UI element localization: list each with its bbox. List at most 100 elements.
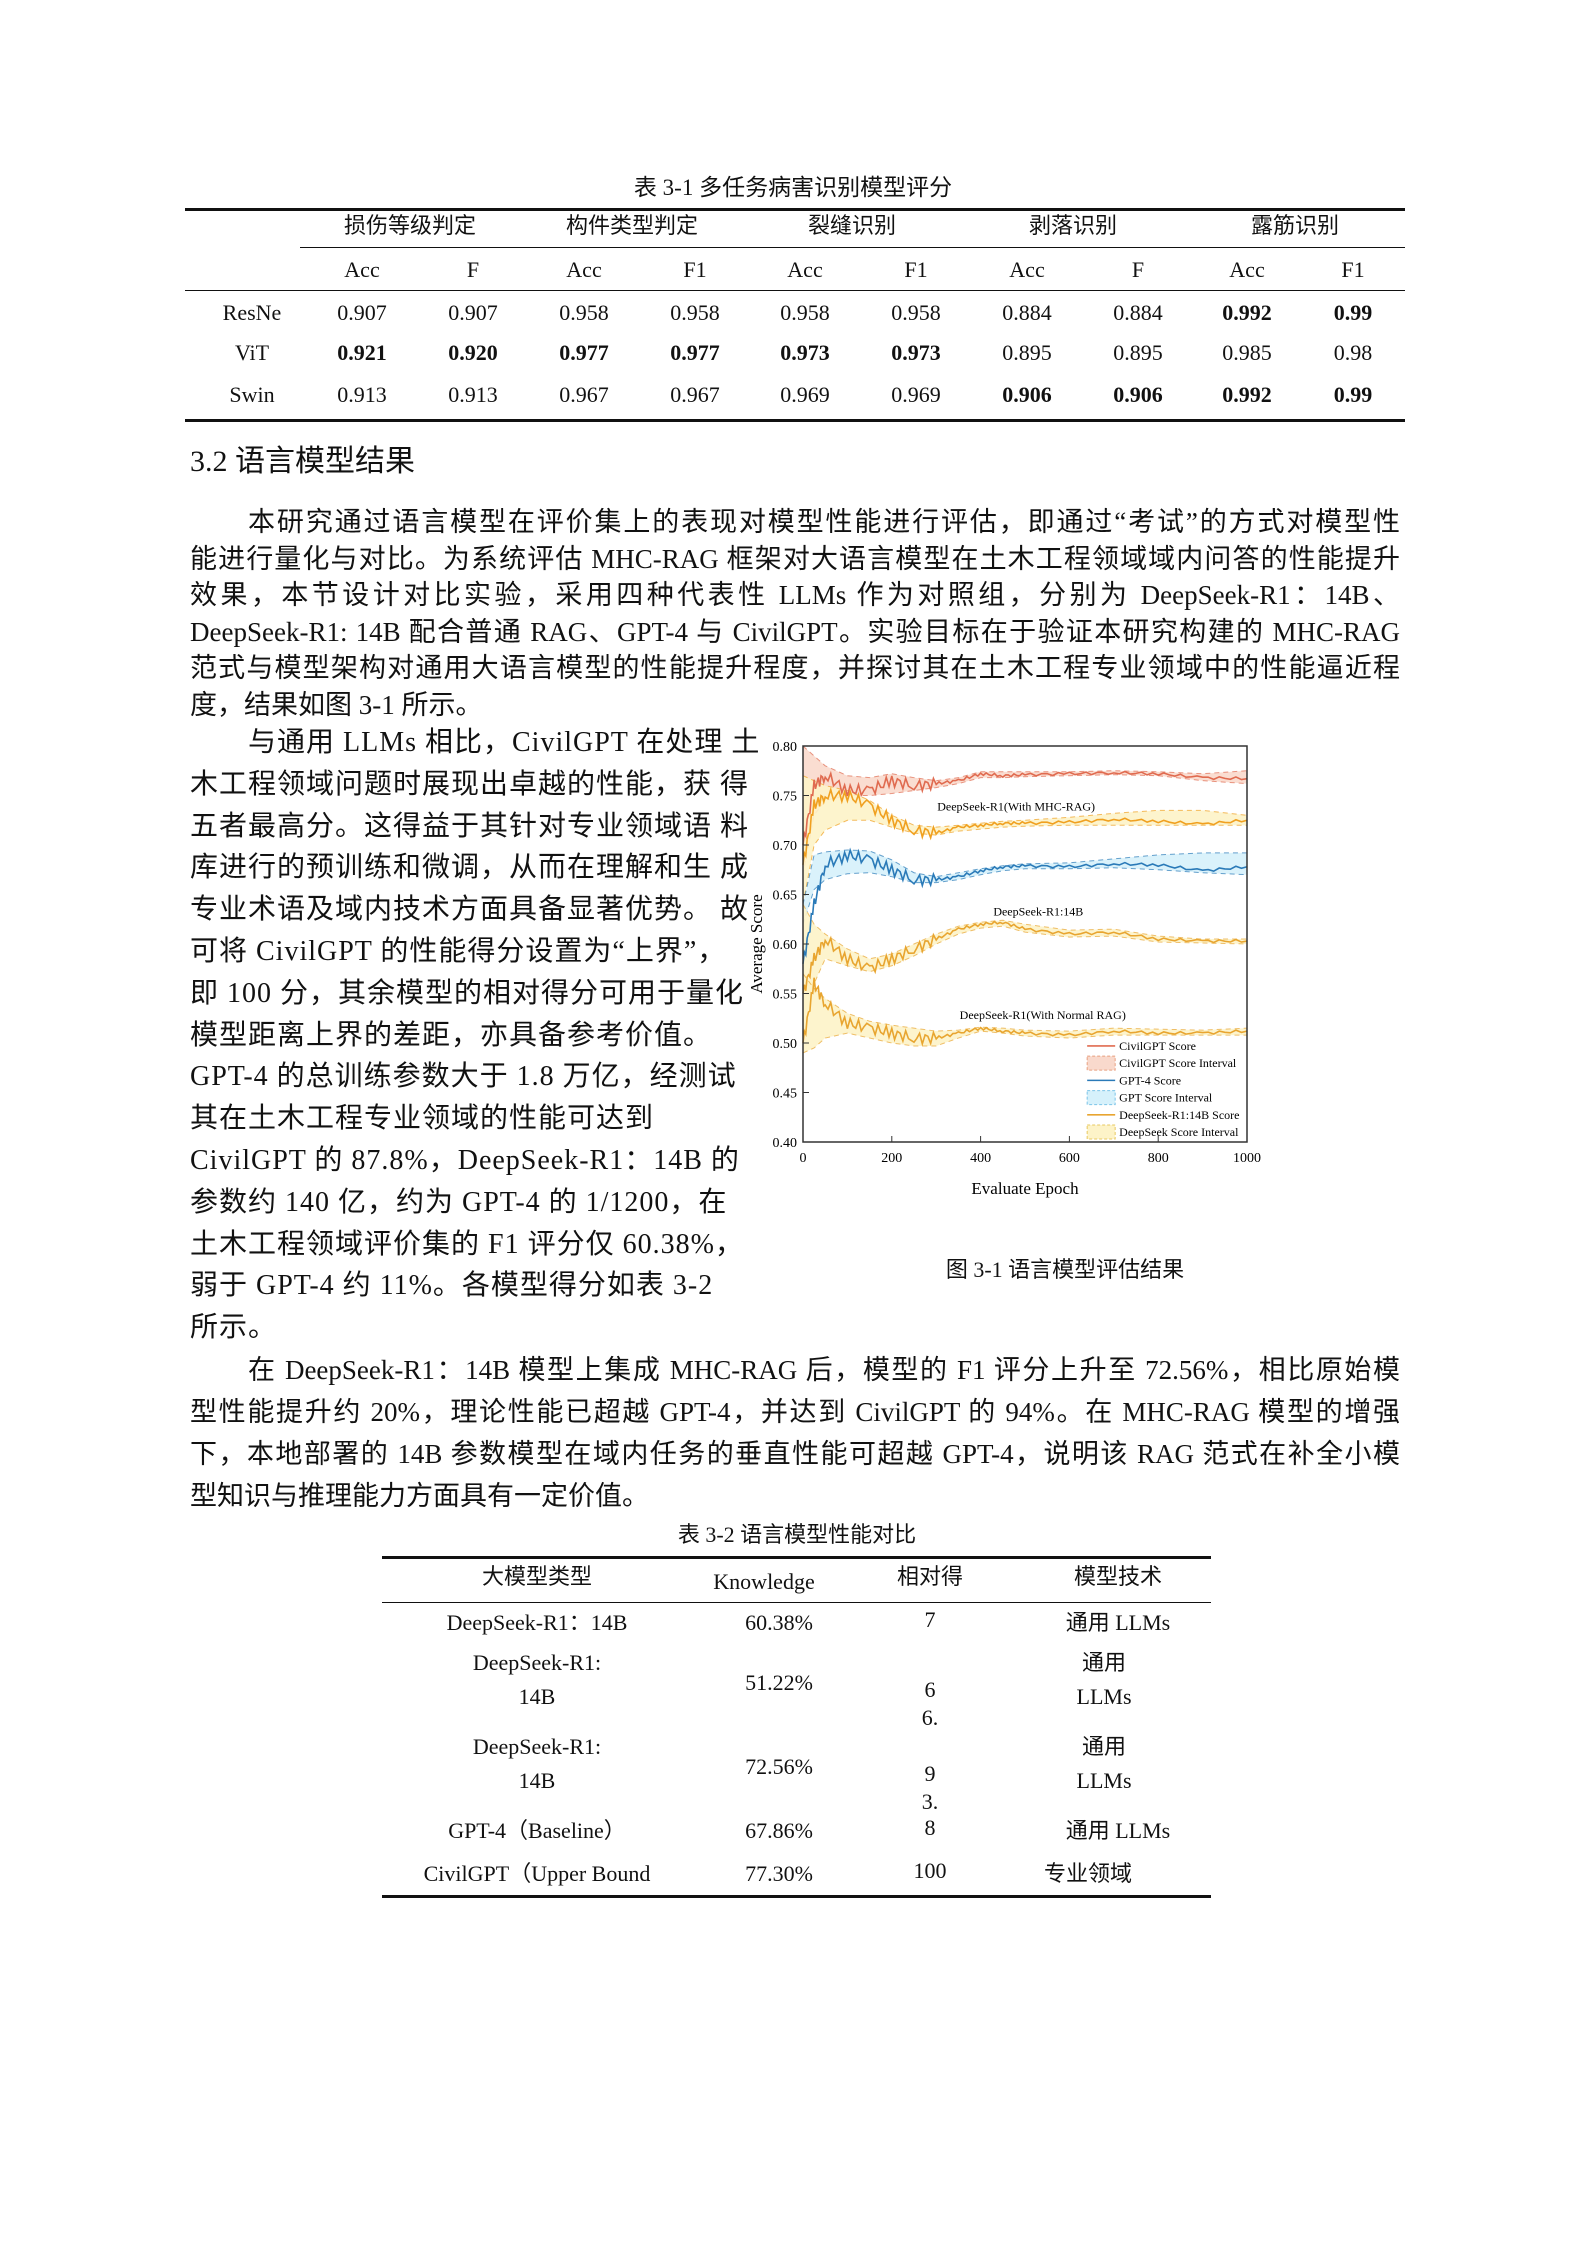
table-cell: 0.913 — [337, 382, 387, 407]
table2-caption: 表 3-2 语言模型性能对比 — [677, 1522, 917, 1547]
x-tick-label: 400 — [970, 1151, 991, 1166]
table-cell: 0.958 — [670, 300, 720, 325]
relative-score-line: 9 — [924, 1761, 936, 1786]
paragraph-line: GPT-4 的总训练参数大于 1.8 万亿，经测试 — [190, 1061, 737, 1093]
paragraph-line: 参数约 140 亿，约为 GPT-4 的 1/1200，在 — [190, 1186, 728, 1218]
row-model-name: ViT — [234, 340, 270, 365]
x-axis-label: Evaluate Epoch — [971, 1179, 1079, 1198]
relative-score-line: 7 — [924, 1607, 936, 1632]
model-technique: 通用 LLMs — [1066, 1606, 1171, 1640]
model-name-line: GPT-4（Baseline） — [448, 1818, 626, 1843]
paragraph-line: 五者最高分。这得益于其针对专业领域语 料 — [190, 810, 750, 842]
paragraph-line: 本研究通过语言模型在评价集上的表现对模型性能进行评估，即通过“考试”的方式对模型… — [248, 507, 1400, 537]
y-tick-label: 0.80 — [773, 740, 798, 755]
interval-band-gpt4 — [803, 849, 1247, 925]
paragraph-line: 与通用 LLMs 相比，CivilGPT 在处理 土 — [248, 727, 761, 758]
series-annotation: DeepSeek-R1(With MHC-RAG) — [937, 799, 1095, 813]
table-header-rule — [185, 290, 1405, 291]
paragraph-line: 土木工程领域评价集的 F1 评分仅 60.38%， — [190, 1228, 744, 1260]
column-group-header: 构件类型判定 — [565, 213, 699, 238]
relative-score: 6 6. — [922, 1676, 939, 1732]
column-group-header: 损伤等级判定 — [343, 213, 477, 238]
legend-label: DeepSeek Score Interval — [1119, 1125, 1239, 1139]
y-tick-label: 0.60 — [773, 938, 798, 953]
column-subheader: F — [1131, 257, 1145, 282]
column-subheader: Acc — [787, 257, 823, 282]
column-header: 大模型类型 — [481, 1564, 593, 1589]
paragraph-line: 度，结果如图 3-1 所示。 — [190, 690, 483, 720]
y-tick-label: 0.55 — [773, 988, 798, 1003]
interval-upper-gpt4 — [802, 849, 1247, 905]
legend-label: DeepSeek-R1:14B Score — [1119, 1108, 1239, 1122]
series-annotation: DeepSeek-R1(With Normal RAG) — [960, 1008, 1126, 1022]
paragraph-line: 在 DeepSeek-R1：14B 模型上集成 MHC-RAG 后，模型的 F1… — [248, 1355, 1400, 1385]
interval-lower-normal-rag — [802, 1030, 1247, 1054]
table-cell: 0.973 — [780, 340, 830, 365]
column-group-header: 露筋识别 — [1250, 213, 1340, 238]
paragraph-line: DeepSeek-R1: 14B 配合普通 RAG、GPT-4 与 CivilG… — [190, 616, 1400, 647]
model-name-line: DeepSeek-R1：14B — [446, 1610, 628, 1635]
model-name-line: DeepSeek-R1: — [472, 1734, 602, 1759]
paragraph-line: 专业术语及域内技术方面具备显著优势。 故 — [190, 894, 750, 926]
column-subheader: F1 — [1341, 257, 1365, 282]
series-line-gpt4 — [802, 847, 1248, 964]
relative-score-line: 3. — [921, 1789, 939, 1814]
series-line-normal-rag — [802, 977, 1248, 1047]
column-group-header: 剥落识别 — [1028, 213, 1118, 238]
x-tick-label: 600 — [1059, 1151, 1080, 1166]
legend-label: GPT-4 Score — [1119, 1073, 1181, 1087]
legend-label: CivilGPT Score Interval — [1119, 1056, 1237, 1070]
y-tick-label: 0.45 — [773, 1087, 798, 1102]
paragraph-line: 库进行的预训练和微调，从而在理解和生 成 — [190, 852, 750, 884]
table-cell: 0.907 — [337, 300, 387, 325]
column-header: 相对得 — [896, 1564, 964, 1589]
row-model-name: DeepSeek-R1: 14B — [473, 1730, 601, 1798]
paragraph-line: 型性能提升约 20%，理论性能已超越 GPT-4，并达到 CivilGPT 的 … — [190, 1397, 1400, 1427]
table-cell: 0.921 — [337, 340, 387, 365]
table-cell: 0.977 — [559, 340, 609, 365]
table-cell: 0.884 — [1002, 300, 1052, 325]
table-cell: 0.99 — [1333, 300, 1373, 325]
series-annotation: DeepSeek-R1:14B — [993, 904, 1083, 918]
table-cell: 0.906 — [1113, 382, 1163, 407]
technique-line: 通用 LLMs — [1065, 1610, 1171, 1635]
row-model-name: GPT-4（Baseline） — [448, 1814, 626, 1848]
model-technique: 通用 LLMs — [1077, 1646, 1132, 1714]
paragraph-line: 能进行量化与对比。为系统评估 MHC-RAG 框架对大语言模型在土木工程领域域内… — [190, 543, 1400, 574]
interval-band-normal-rag — [803, 973, 1247, 1053]
section-heading: 3.2 语言模型结果 — [190, 445, 415, 478]
y-tick-label: 0.70 — [773, 839, 798, 854]
table-cell: 0.969 — [780, 382, 830, 407]
column-group-header: 裂缝识别 — [807, 213, 897, 238]
technique-line: 通用 — [1081, 1650, 1126, 1675]
paragraph-line: 弱于 GPT-4 约 11%。各模型得分如表 3-2 — [190, 1270, 714, 1302]
knowledge-score: 67.86% — [745, 1818, 813, 1843]
row-model-name: Swin — [229, 382, 275, 407]
interval-upper-civilgpt — [802, 745, 1248, 782]
technique-line: LLMs — [1076, 1768, 1132, 1793]
legend-label: GPT Score Interval — [1119, 1091, 1213, 1105]
table-cell: 0.969 — [891, 382, 941, 407]
table-cell: 0.992 — [1222, 300, 1272, 325]
table-cell: 0.958 — [891, 300, 941, 325]
y-tick-label: 0.50 — [773, 1037, 798, 1052]
x-tick-label: 200 — [881, 1151, 902, 1166]
table-cell: 0.913 — [448, 382, 498, 407]
language-model-chart: 0.40 0.45 0.50 0.55 0.60 0.65 0.70 0.75 0.80 0 200… — [747, 740, 1261, 1198]
table-top-rule — [382, 1556, 1211, 1559]
legend-swatch-band — [1086, 1090, 1116, 1106]
column-subheader: F1 — [683, 257, 707, 282]
figure-caption: 图 3-1 语言模型评估结果 — [945, 1257, 1185, 1282]
interval-lower-14b — [802, 925, 1248, 1044]
relative-score: 100 — [914, 1857, 947, 1885]
paragraph-line: 效果，本节设计对比实验，采用四种代表性 LLMs 作为对照组，分别为 DeepS… — [190, 580, 1400, 611]
column-subheader: Acc — [344, 257, 380, 282]
relative-score: 7 — [925, 1606, 936, 1634]
table-cell: 0.884 — [1113, 300, 1163, 325]
legend-label: CivilGPT Score — [1119, 1039, 1196, 1053]
row-model-name: DeepSeek-R1：14B — [447, 1606, 628, 1640]
table-cell: 0.958 — [780, 300, 830, 325]
table-cell: 0.98 — [1333, 340, 1373, 365]
table-cell: 0.958 — [559, 300, 609, 325]
legend-swatch-band — [1086, 1124, 1116, 1140]
